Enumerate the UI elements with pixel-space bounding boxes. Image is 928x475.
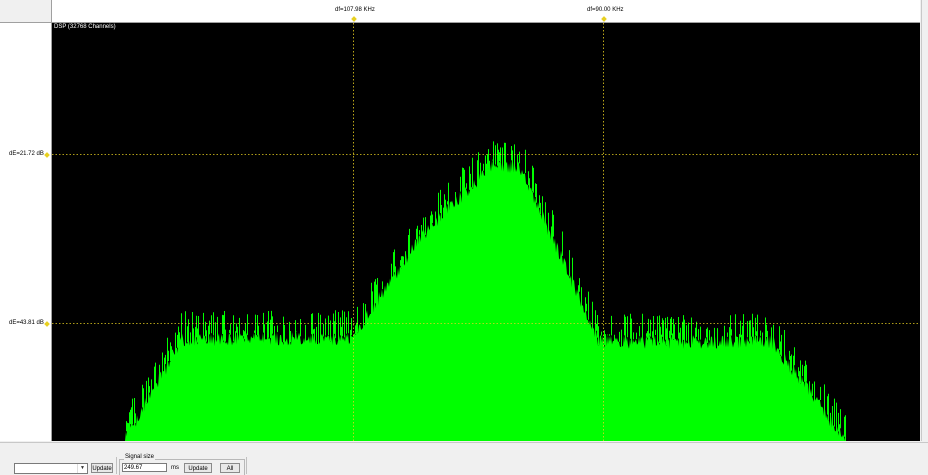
db-cursor-1-handle[interactable]: [44, 152, 50, 158]
signal-size-group: [119, 459, 245, 475]
update-button-1[interactable]: Update: [91, 463, 113, 473]
db-cursor-2-handle[interactable]: [44, 321, 50, 327]
all-button[interactable]: All: [220, 463, 240, 473]
freq-cursor-1-handle[interactable]: [351, 16, 357, 22]
db-cursor-2-label: dE=43.81 dB: [9, 320, 44, 326]
plot-title: DSP (32768 Channels): [54, 24, 116, 30]
signal-size-input[interactable]: 249.67: [122, 463, 167, 472]
spectrum-spikes: [126, 141, 846, 441]
right-scroll-strip: [921, 0, 928, 441]
db-cursor-ruler[interactable]: dE=21.72 dB dE=43.81 dB: [0, 23, 52, 441]
separator: [116, 457, 117, 474]
spectrum-plot[interactable]: DSP (32768 Channels): [52, 23, 920, 441]
frequency-cursor-ruler[interactable]: df=107.98 KHz df=90.00 KHz: [52, 0, 920, 23]
separator: [246, 457, 247, 474]
spectrum-fill: [52, 160, 920, 441]
freq-cursor-2-handle[interactable]: [601, 16, 607, 22]
signal-size-unit: ms: [171, 465, 179, 471]
signal-size-label: Signal size: [124, 454, 156, 460]
bottom-toolbar: ▼ Update Signal size 249.67 ms Update Al…: [0, 442, 928, 475]
chevron-down-icon[interactable]: ▼: [77, 464, 87, 473]
update-button-2[interactable]: Update: [184, 463, 212, 473]
freq-cursor-2-label: df=90.00 KHz: [587, 7, 624, 13]
channel-dropdown[interactable]: ▼: [14, 463, 88, 474]
freq-cursor-1-label: df=107.98 KHz: [335, 7, 375, 13]
spectrum-svg: [52, 23, 920, 441]
db-cursor-1-label: dE=21.72 dB: [9, 151, 44, 157]
ruler-corner: [0, 0, 52, 23]
